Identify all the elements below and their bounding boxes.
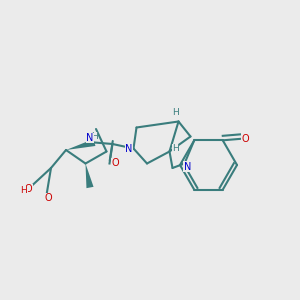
Text: N: N <box>86 133 94 143</box>
Text: H: H <box>91 132 98 141</box>
Text: O: O <box>25 184 32 194</box>
Text: H: H <box>172 108 179 117</box>
Text: O: O <box>44 193 52 203</box>
Polygon shape <box>66 139 95 150</box>
Polygon shape <box>85 164 94 188</box>
Text: H: H <box>21 186 27 195</box>
Text: O: O <box>112 158 119 169</box>
Text: H: H <box>172 144 179 153</box>
Text: N: N <box>184 161 191 172</box>
Text: N: N <box>125 143 133 154</box>
Text: O: O <box>242 134 249 144</box>
